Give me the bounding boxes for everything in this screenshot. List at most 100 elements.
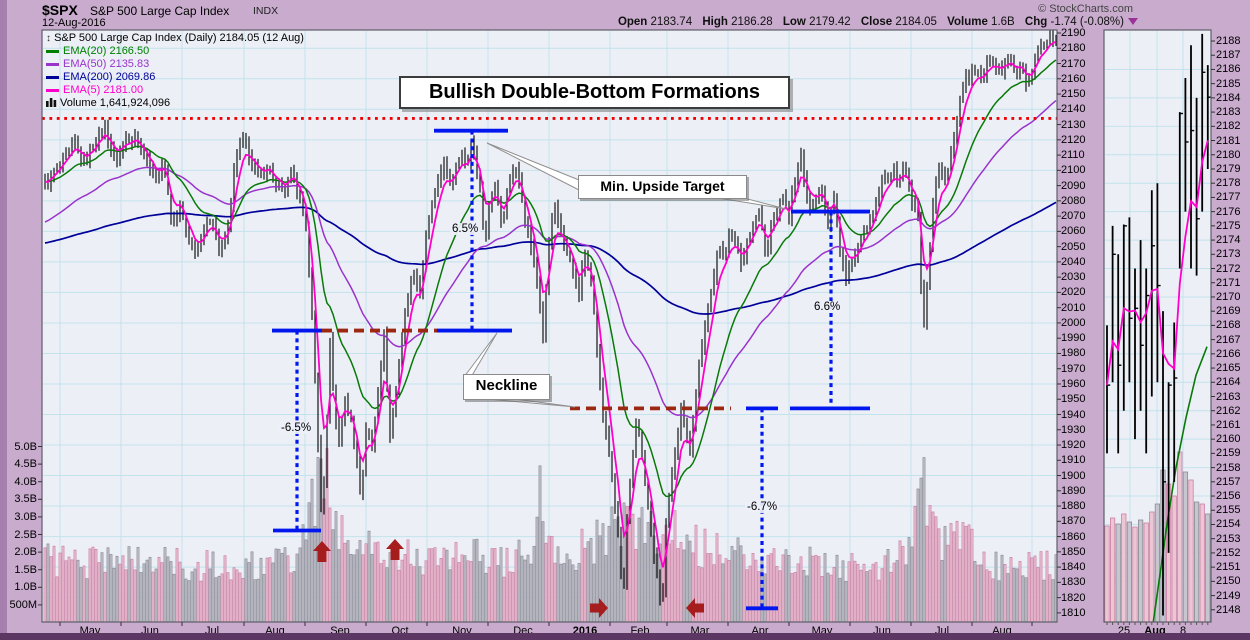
volume-axis-label: 2.5B <box>14 528 37 541</box>
window-frame-bottom <box>0 633 1250 640</box>
mini-price-axis-label: 2186 <box>1216 63 1241 76</box>
mini-price-axis-label: 2180 <box>1216 148 1241 161</box>
price-axis-label: 1850 <box>1061 545 1086 558</box>
mini-price-axis-label: 2151 <box>1216 561 1241 574</box>
ema-50-line <box>44 100 1057 419</box>
legend-ema50: EMA(50) 2135.83 <box>46 58 304 71</box>
mini-price-axis-label: 2148 <box>1216 603 1241 616</box>
price-axis-label: 2020 <box>1061 286 1086 299</box>
volume-axis-label: 3.5B <box>14 493 37 506</box>
price-axis-label: 1900 <box>1061 469 1086 482</box>
mini-price-axis-label: 2177 <box>1216 191 1241 204</box>
price-axis-label: 1820 <box>1061 591 1086 604</box>
mini-price-axis-label: 2169 <box>1216 305 1241 318</box>
price-axis-label: 1810 <box>1061 606 1086 619</box>
ema5-swatch <box>46 88 59 92</box>
close-value: 2184.05 <box>895 16 937 28</box>
mini-price-axis-label: 2178 <box>1216 177 1241 190</box>
mini-price-axis-label: 2156 <box>1216 490 1241 503</box>
price-axis-label: 1840 <box>1061 561 1086 574</box>
chg-label: Chg <box>1024 16 1048 28</box>
ema-5-line <box>44 40 1057 568</box>
mini-price-axis-label: 2149 <box>1216 589 1241 602</box>
up-arrow-annotation <box>386 539 404 560</box>
mini-price-axis-label: 2176 <box>1216 205 1241 218</box>
mini-price-axis-label: 2164 <box>1216 376 1241 389</box>
price-axis-label: 2100 <box>1061 164 1086 177</box>
mini-price-axis-label: 2175 <box>1216 219 1241 232</box>
price-axis-label: 1880 <box>1061 500 1086 513</box>
up-arrow-annotation <box>313 541 331 562</box>
open-value: 2183.74 <box>650 16 693 28</box>
price-axis-label: 2170 <box>1061 57 1086 70</box>
price-axis-label: 2050 <box>1061 240 1086 253</box>
price-axis-label: 2190 <box>1061 27 1086 39</box>
mini-price-axis-label: 2154 <box>1216 518 1241 531</box>
axis-ticks <box>38 32 1215 626</box>
legend-volume: Volume 1,641,924,096 <box>60 97 171 109</box>
mini-price-axis-label: 2174 <box>1216 234 1241 247</box>
price-axis-label: 1950 <box>1061 393 1086 406</box>
mini-price-axis-label: 2159 <box>1216 447 1241 460</box>
ema200-swatch <box>46 75 59 79</box>
price-axis-label: 1860 <box>1061 530 1086 543</box>
mini-price-axis-label: 2181 <box>1216 134 1241 147</box>
volume-label: Volume <box>947 16 988 28</box>
ema20-swatch <box>46 49 59 53</box>
mini-price-axis-label: 2157 <box>1216 475 1241 488</box>
drop-percent-label-2: -6.7% <box>745 501 780 513</box>
price-axis-label: 1920 <box>1061 439 1086 452</box>
open-label: Open <box>617 16 648 28</box>
price-axis-label: 2040 <box>1061 255 1086 268</box>
mini-price-axis-label: 2165 <box>1216 362 1241 375</box>
copyright: © StockCharts.com <box>1038 3 1133 15</box>
mini-price-axis-label: 2170 <box>1216 290 1241 303</box>
mini-month-label: 8 <box>1179 625 1187 637</box>
neckline-callout: Neckline <box>463 374 550 400</box>
price-axis-label: 1960 <box>1061 377 1086 390</box>
high-value: 2186.28 <box>731 16 773 28</box>
volume-axis-label: 1.0B <box>14 581 37 594</box>
price-axis-label: 2140 <box>1061 103 1086 116</box>
exchange: INDX <box>253 5 279 17</box>
rise-percent-label-2: 6.6% <box>812 301 843 313</box>
volume-axis-label: 2.0B <box>14 546 37 559</box>
price-bars <box>44 30 1057 606</box>
chg-value: -1.74 (-0.08%) <box>1050 16 1124 28</box>
low-value: 2179.42 <box>809 16 851 28</box>
price-axis-label: 2160 <box>1061 72 1086 85</box>
volume-axis-label: 1.5B <box>14 563 37 576</box>
chg-direction-icon <box>1128 18 1138 26</box>
mini-price-bars <box>1106 33 1211 616</box>
mini-price-axis-label: 2158 <box>1216 461 1241 474</box>
price-axis-label: 1940 <box>1061 408 1086 421</box>
price-axis-label: 1970 <box>1061 362 1086 375</box>
mini-price-axis-label: 2152 <box>1216 546 1241 559</box>
legend-ema200: EMA(200) 2069.86 <box>46 71 304 84</box>
mini-price-axis-label: 2155 <box>1216 504 1241 517</box>
volume-axis-label: 3.0B <box>14 510 37 523</box>
price-axis-label: 2120 <box>1061 133 1086 146</box>
mini-price-axis-label: 2162 <box>1216 404 1241 417</box>
price-axis-label: 2000 <box>1061 316 1086 329</box>
legend-ema20: EMA(20) 2166.50 <box>46 45 304 58</box>
price-axis-label: 2010 <box>1061 301 1086 314</box>
price-axis-label: 2130 <box>1061 118 1086 131</box>
quote-line: Open 2183.74 High 2186.28 Low 2179.42 Cl… <box>611 16 1138 28</box>
price-axis-label: 2180 <box>1061 42 1086 55</box>
volume-axis-label: 5.0B <box>14 440 37 453</box>
updown-arrows-icon: ↕ <box>46 33 51 44</box>
mini-volume-bars <box>1104 451 1211 622</box>
mini-price-axis-label: 2172 <box>1216 262 1241 275</box>
chart-date: 12-Aug-2016 <box>42 17 106 29</box>
mini-price-axis-label: 2166 <box>1216 347 1241 360</box>
mini-price-axis-label: 2188 <box>1216 35 1241 47</box>
drop-percent-label-1: -6.5% <box>279 422 314 434</box>
legend-title-row: ↕ S&P 500 Large Cap Index (Daily) 2184.0… <box>46 32 304 45</box>
legend-ema5: EMA(5) 2181.00 <box>46 84 304 97</box>
volume-axis-label: 4.0B <box>14 475 37 488</box>
volume-bars-icon <box>46 98 57 107</box>
mini-price-axis-label: 2182 <box>1216 120 1241 133</box>
